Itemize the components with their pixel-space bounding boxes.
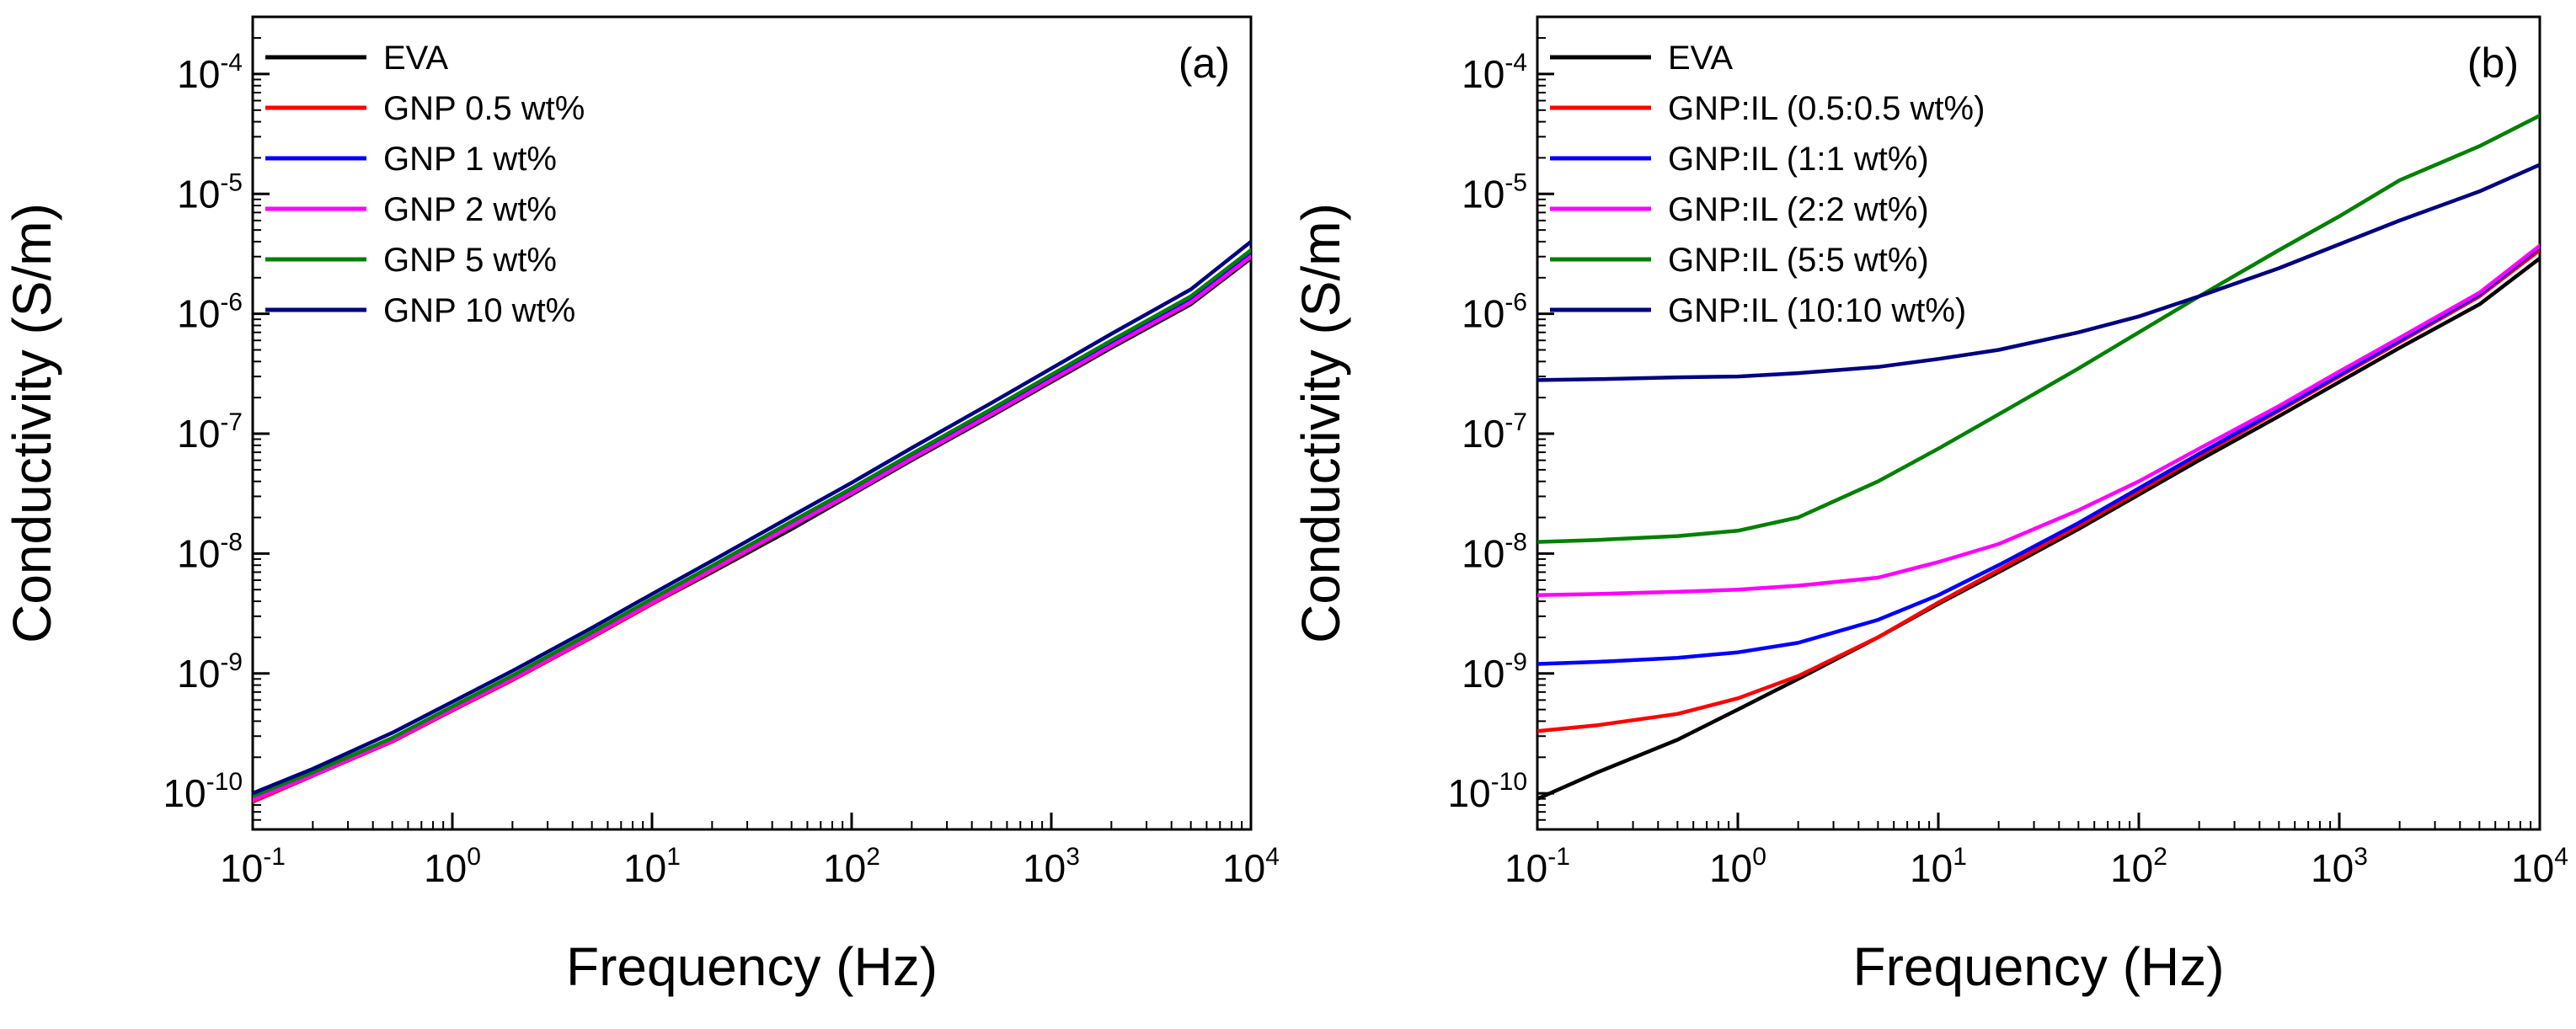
plot-frame xyxy=(251,15,1253,831)
legend: EVA GNP:IL (0.5:0.5 wt%) GNP:IL (1:1 wt%) G… xyxy=(1550,40,1985,329)
series-line-2 xyxy=(1537,245,2540,666)
series-line-4 xyxy=(253,248,1251,798)
series-line-3 xyxy=(1537,243,2540,598)
x-axis-title: Frequency (Hz) xyxy=(566,936,938,997)
y-tick-label: 10-4 xyxy=(177,49,243,96)
x-axis-title: Frequency (Hz) xyxy=(1853,936,2225,997)
legend-label: GNP:IL (2:2 wt%) xyxy=(1668,191,1929,228)
x-tick-label: 103 xyxy=(1023,843,1080,890)
panel-label: (b) xyxy=(2467,40,2519,87)
legend-label: GNP:IL (1:1 wt%) xyxy=(1668,141,1929,178)
legend-label: GNP 1 wt% xyxy=(383,141,557,178)
legend-label: GNP 10 wt% xyxy=(383,292,575,329)
y-tick-label: 10-9 xyxy=(1462,648,1527,696)
y-tick-label: 10-5 xyxy=(177,168,243,216)
legend-label: GNP:IL (5:5 wt%) xyxy=(1668,242,1929,279)
y-tick-label: 10-7 xyxy=(1462,408,1527,456)
x-tick-label: 100 xyxy=(1709,843,1766,890)
y-tick-label: 10-4 xyxy=(1462,49,1527,96)
y-tick-label: 10-10 xyxy=(163,768,243,815)
y-tick-label: 10-6 xyxy=(1462,289,1527,336)
x-tick-label: 102 xyxy=(2110,843,2167,890)
legend-label: GNP:IL (10:10 wt%) xyxy=(1668,292,1966,329)
y-tick-label: 10-8 xyxy=(177,528,243,575)
chart-panel-b: 10-10 10-9 10-8 10-7 10-6 10-5 10-4 10-1 100 101 1… xyxy=(1291,15,2568,997)
y-tick-label: 10-8 xyxy=(1462,528,1527,575)
series-line-0 xyxy=(1537,256,2540,801)
series-line-2 xyxy=(253,253,1251,801)
series-line-5 xyxy=(1537,163,2540,382)
legend: EVA GNP 0.5 wt% GNP 1 wt% GNP 2 wt% GNP 5 wt… xyxy=(265,40,585,329)
y-tick-label: 10-5 xyxy=(1462,168,1527,216)
series-line-5 xyxy=(253,239,1251,796)
legend-label: GNP 2 wt% xyxy=(383,191,557,228)
legend-label: GNP:IL (0.5:0.5 wt%) xyxy=(1668,90,1985,127)
y-tick-label: 10-10 xyxy=(1447,768,1527,815)
y-axis-title: Conductivity (S/m) xyxy=(1291,203,1351,643)
x-tick-label: 10-1 xyxy=(220,843,286,890)
panel-label: (a) xyxy=(1178,40,1230,87)
plot-frame xyxy=(1536,15,2541,831)
y-tick-label: 10-6 xyxy=(177,289,243,336)
legend-label: EVA xyxy=(383,40,448,77)
x-tick-label: 102 xyxy=(823,843,880,890)
x-tick-label: 10-1 xyxy=(1504,843,1570,890)
y-axis-title: Conductivity (S/m) xyxy=(2,203,62,643)
x-tick-label: 100 xyxy=(424,843,481,890)
legend-label: GNP 0.5 wt% xyxy=(383,90,585,127)
chart-panel-a: 10-10 10-9 10-8 10-7 10-6 10-5 10-4 10-1 100 101 1… xyxy=(2,15,1280,997)
x-tick-label: 104 xyxy=(2511,843,2568,890)
series-line-3 xyxy=(253,254,1251,802)
x-tick-label: 104 xyxy=(1222,843,1280,890)
x-tick-label: 101 xyxy=(623,843,681,890)
legend-label: GNP 5 wt% xyxy=(383,242,557,279)
series-line-4 xyxy=(1537,114,2540,544)
y-tick-label: 10-7 xyxy=(177,408,243,456)
x-tick-label: 103 xyxy=(2311,843,2368,890)
x-tick-label: 101 xyxy=(1910,843,1967,890)
y-tick-label: 10-9 xyxy=(177,648,243,696)
legend-label: EVA xyxy=(1668,40,1733,77)
